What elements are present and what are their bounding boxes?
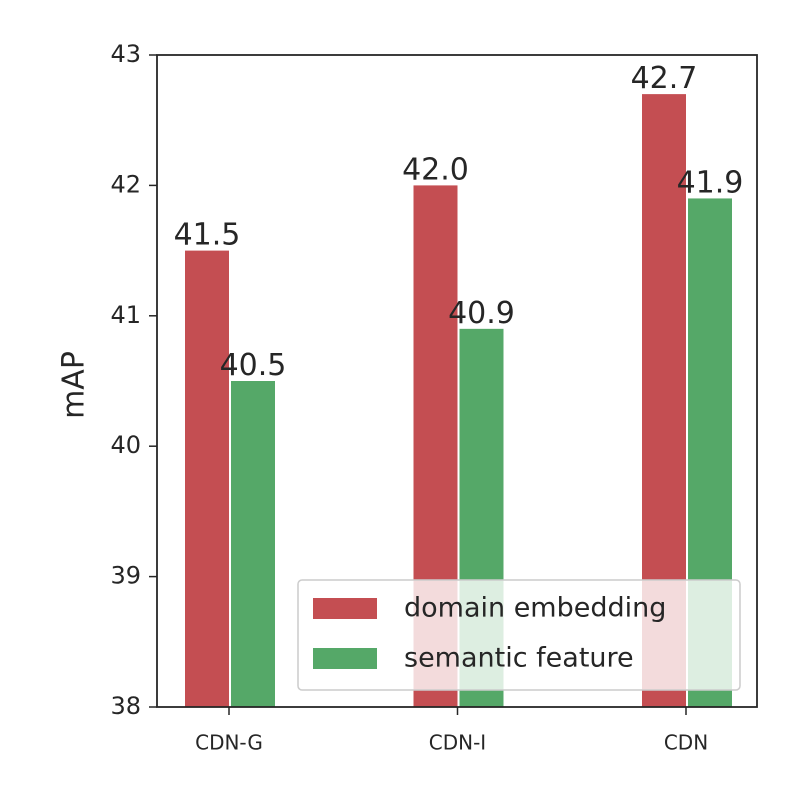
value-label: 41.5 <box>174 218 241 253</box>
legend-swatch <box>313 598 377 619</box>
value-label: 40.5 <box>220 348 287 383</box>
y-tick-label: 40 <box>110 431 141 459</box>
y-tick-label: 43 <box>110 40 141 68</box>
legend-frame <box>297 579 741 691</box>
bar <box>185 250 229 707</box>
value-label: 41.9 <box>677 165 744 200</box>
legend-label: domain embedding <box>404 593 666 624</box>
value-label: 40.9 <box>448 296 515 331</box>
legend-swatch <box>313 648 377 669</box>
value-label: 42.0 <box>402 152 469 187</box>
plot-frame <box>156 54 758 708</box>
y-tick-label: 39 <box>110 562 141 590</box>
x-tick-label: CDN-G <box>195 731 263 755</box>
y-axis-label: mAP <box>57 351 92 419</box>
x-tick-label: CDN-I <box>429 731 486 755</box>
y-tick-label: 42 <box>110 170 141 198</box>
y-tick-label: 41 <box>110 301 141 329</box>
value-label: 42.7 <box>631 61 698 96</box>
legend: domain embedding semantic feature <box>297 579 741 691</box>
legend-label: semantic feature <box>404 643 634 674</box>
y-tick-label: 38 <box>110 692 141 720</box>
bar <box>231 381 275 707</box>
x-tick-label: CDN <box>664 731 708 755</box>
